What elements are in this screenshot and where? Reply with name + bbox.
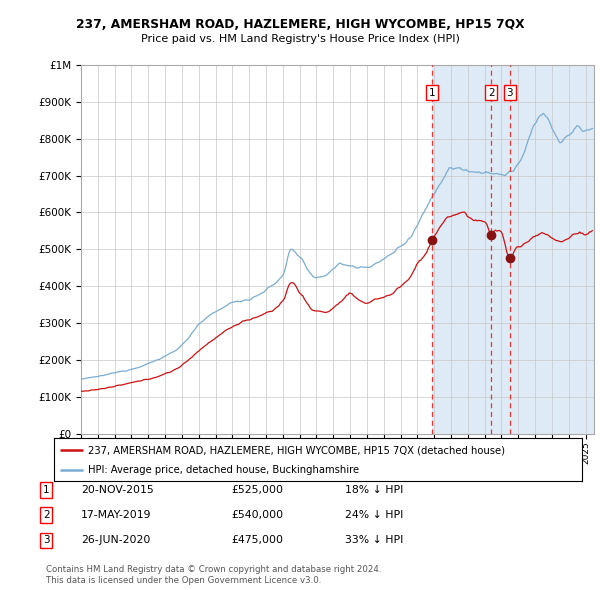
- Text: 237, AMERSHAM ROAD, HAZLEMERE, HIGH WYCOMBE, HP15 7QX (detached house): 237, AMERSHAM ROAD, HAZLEMERE, HIGH WYCO…: [88, 445, 505, 455]
- Text: 18% ↓ HPI: 18% ↓ HPI: [345, 485, 403, 494]
- Text: 17-MAY-2019: 17-MAY-2019: [81, 510, 151, 520]
- Text: 2: 2: [488, 87, 494, 97]
- Text: Price paid vs. HM Land Registry's House Price Index (HPI): Price paid vs. HM Land Registry's House …: [140, 34, 460, 44]
- Text: £475,000: £475,000: [231, 536, 283, 545]
- Text: 1: 1: [43, 485, 50, 494]
- Text: 33% ↓ HPI: 33% ↓ HPI: [345, 536, 403, 545]
- Text: 1: 1: [429, 87, 436, 97]
- Bar: [433, 65, 594, 434]
- Text: 26-JUN-2020: 26-JUN-2020: [81, 536, 151, 545]
- Text: Contains HM Land Registry data © Crown copyright and database right 2024.
This d: Contains HM Land Registry data © Crown c…: [46, 565, 382, 585]
- Text: 24% ↓ HPI: 24% ↓ HPI: [345, 510, 403, 520]
- Text: HPI: Average price, detached house, Buckinghamshire: HPI: Average price, detached house, Buck…: [88, 466, 359, 475]
- Text: 20-NOV-2015: 20-NOV-2015: [81, 485, 154, 494]
- Text: £540,000: £540,000: [231, 510, 283, 520]
- Text: 2: 2: [43, 510, 50, 520]
- Text: 3: 3: [43, 536, 50, 545]
- Text: 237, AMERSHAM ROAD, HAZLEMERE, HIGH WYCOMBE, HP15 7QX: 237, AMERSHAM ROAD, HAZLEMERE, HIGH WYCO…: [76, 18, 524, 31]
- Text: £525,000: £525,000: [231, 485, 283, 494]
- Text: 3: 3: [506, 87, 513, 97]
